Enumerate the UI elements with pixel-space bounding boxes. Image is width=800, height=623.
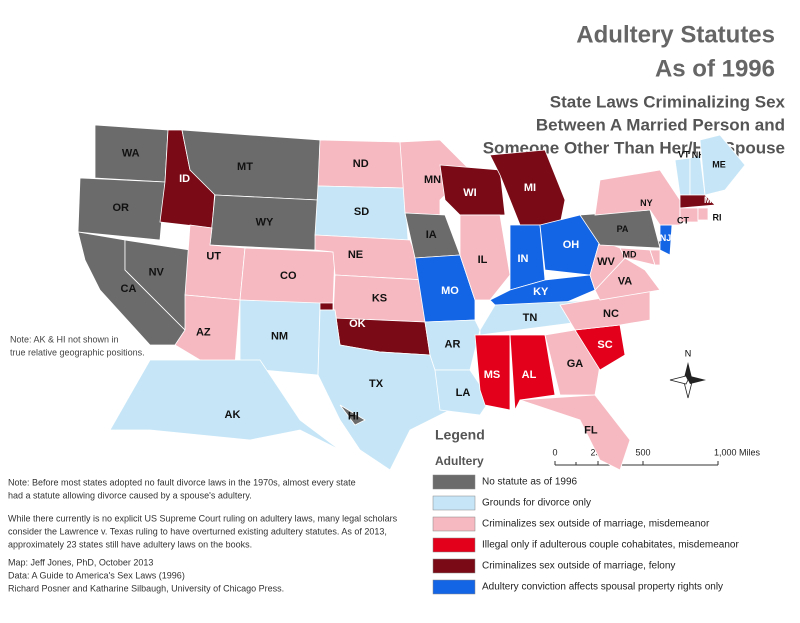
state-label: MO [441, 285, 459, 297]
state [414, 254, 476, 323]
note: consider the Lawrence v. Texas ruling to… [8, 526, 387, 536]
note: Map: Jeff Jones, PhD, October 2013 [8, 557, 153, 567]
legend-label: Criminalizes sex outside of marriage, fe… [482, 561, 675, 572]
state [699, 134, 746, 196]
state-label: OK [349, 318, 366, 330]
state-label: AK [225, 409, 241, 421]
state-label: NM [271, 330, 288, 342]
state-label: MD [623, 250, 637, 260]
state-label: MS [484, 369, 501, 381]
subtitle: Between A Married Person and [536, 115, 785, 134]
state-label: ME [712, 159, 726, 169]
scale-label: 500 [635, 447, 650, 457]
state-label: PA [617, 224, 629, 234]
state [679, 194, 716, 209]
state-label: MA [704, 195, 718, 205]
state-label: AZ [196, 326, 211, 338]
map-note: true relative geographic positions. [10, 347, 145, 357]
state [434, 369, 491, 416]
state [339, 404, 366, 426]
state-label: VT [678, 149, 690, 159]
legend-swatch [432, 558, 476, 574]
state [679, 207, 699, 223]
state-label: NC [603, 308, 619, 320]
legend-swatch [432, 474, 476, 490]
state-label: WA [122, 148, 140, 160]
legend-swatch [432, 495, 476, 511]
state-label: CA [121, 283, 137, 295]
state-label: HI [348, 411, 359, 423]
state-label: ID [179, 173, 190, 185]
state-label: MT [237, 161, 253, 173]
state-label: GA [567, 358, 584, 370]
state [674, 157, 691, 196]
state-label: SD [354, 206, 369, 218]
state [649, 249, 661, 266]
legend-swatch [432, 579, 476, 595]
state-label: NJ [660, 233, 672, 243]
state [474, 334, 511, 411]
state-label: IA [426, 229, 437, 241]
title: As of 1996 [655, 55, 775, 82]
state [509, 334, 556, 412]
north-arrow: N [669, 348, 706, 399]
north-label: N [685, 348, 692, 358]
state [519, 394, 631, 471]
state-label: CO [280, 270, 297, 282]
state [697, 207, 709, 221]
state-label: IN [518, 253, 529, 265]
state-label: WV [597, 256, 615, 268]
state [77, 177, 166, 241]
state-label: RI [713, 212, 722, 222]
note: approximately 23 states still have adult… [8, 539, 252, 549]
note: While there currently is no explicit US … [8, 513, 398, 523]
legend-label: Grounds for divorce only [482, 498, 591, 509]
state-label: NE [348, 249, 363, 261]
legend-label: Criminalizes sex outside of marriage, mi… [482, 519, 710, 530]
state-label: LA [456, 387, 471, 399]
note: Note: Before most states adopted no faul… [8, 477, 356, 487]
state-label: MN [424, 174, 441, 186]
state-label: AR [445, 338, 461, 350]
state-label: IL [478, 254, 488, 266]
state-label: TX [369, 378, 384, 390]
scale-label: 0 [552, 447, 557, 457]
state-label: TN [523, 312, 538, 324]
state-label: CT [677, 215, 689, 225]
state-label: OR [113, 202, 130, 214]
state-label: SC [597, 339, 612, 351]
note: had a statute allowing divorce caused by… [8, 490, 252, 500]
legend-title: Legend [435, 427, 485, 443]
state-label: NY [640, 198, 653, 208]
scale-bar [554, 461, 719, 466]
state-label: NV [149, 266, 165, 278]
state [109, 359, 341, 451]
state-label: FL [584, 425, 598, 437]
note: Richard Posner and Katharine Silbaugh, U… [8, 583, 284, 593]
note: Data: A Guide to America's Sex Laws (199… [8, 570, 185, 580]
state-label: WY [256, 216, 274, 228]
legend-swatch [432, 516, 476, 532]
state [594, 169, 681, 226]
state-label: KS [372, 293, 387, 305]
state-label: VA [618, 276, 633, 288]
state-label: ND [353, 158, 369, 170]
legend-label: Adultery conviction affects spousal prop… [482, 582, 723, 593]
legend-label: No statute as of 1996 [482, 477, 578, 488]
state-label: KY [533, 286, 549, 298]
legend-swatch [432, 537, 476, 553]
state-label: UT [206, 251, 221, 263]
state-label: OH [563, 239, 580, 251]
state-label: MI [524, 182, 536, 194]
legend-section: Adultery [435, 454, 484, 468]
state-label: AL [522, 369, 537, 381]
legend-label: Illegal only if adulterous couple cohabi… [482, 540, 739, 551]
scale-label: 1,000 Miles [714, 447, 761, 457]
state-label: WI [463, 187, 476, 199]
title: Adultery Statutes [576, 21, 775, 48]
subtitle: State Laws Criminalizing Sex [550, 92, 786, 111]
map-note: Note: AK & HI not shown in [10, 334, 119, 344]
state-label: NH [692, 150, 705, 160]
